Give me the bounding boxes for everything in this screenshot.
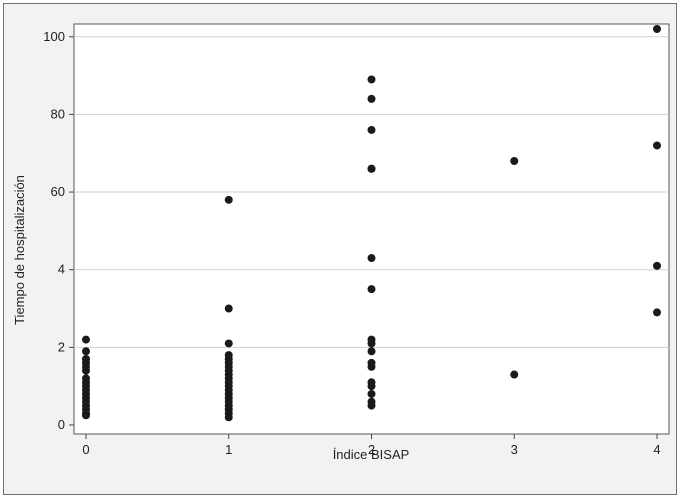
y-tick-label: 100 [43,29,65,44]
data-point [653,141,661,150]
x-axis-ticks: 0 1 2 3 4 [82,434,661,457]
data-point [82,335,90,344]
y-tick-label: 2 [58,339,65,354]
data-points [82,25,661,422]
y-tick-label: 60 [51,184,65,199]
data-point [224,304,233,313]
x-tick-label: 2 [368,442,375,457]
data-point [224,195,233,204]
data-point [367,339,376,348]
data-point [510,157,519,165]
x-tick-label: 4 [653,442,660,457]
data-point [367,254,376,263]
y-tick-label: 0 [58,417,65,432]
data-point [367,347,376,356]
grid-lines [74,36,669,348]
data-point [367,285,376,294]
y-axis-ticks: 0 2 4 60 80 100 [43,29,74,432]
data-point [367,75,376,84]
data-point [367,401,376,410]
data-point [82,347,90,356]
data-point [367,164,376,173]
x-tick-label: 0 [82,442,89,457]
data-point [367,125,376,134]
plot-area [73,23,670,435]
data-point [367,94,376,103]
data-point [82,366,90,375]
data-point [653,25,661,33]
x-tick-label: 1 [225,442,232,457]
y-tick-label: 80 [51,106,65,121]
data-point [510,370,519,379]
data-point [653,308,661,317]
data-point [367,389,376,398]
data-point [367,382,376,391]
data-point [367,362,376,371]
y-axis-title: Tiempo de hospitalización [12,175,27,325]
y-tick-label: 4 [58,262,65,277]
data-point [82,411,90,420]
data-point [224,339,233,348]
x-axis-title: Índice BISAP [333,447,410,462]
data-point [653,261,661,270]
data-point [224,413,233,422]
x-tick-label: 3 [511,442,518,457]
